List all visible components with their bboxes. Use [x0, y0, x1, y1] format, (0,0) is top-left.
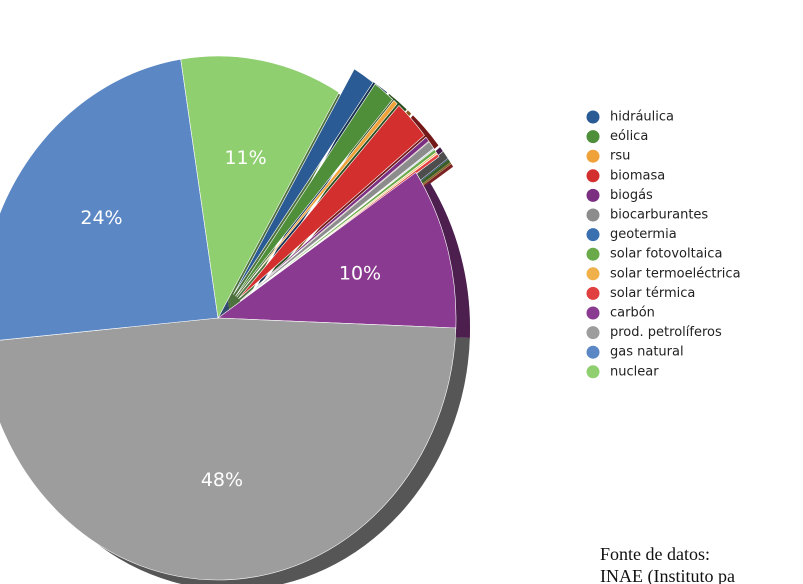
legend-marker — [586, 326, 600, 340]
legend-marker — [586, 149, 600, 163]
slice — [239, 136, 430, 301]
slice — [240, 141, 435, 302]
legend-marker — [586, 208, 600, 222]
legend-label: carbón — [610, 306, 655, 321]
legend-marker — [586, 169, 600, 183]
legend-label: rsu — [610, 149, 630, 164]
data-label: 24% — [80, 207, 122, 229]
slice — [236, 99, 398, 298]
data-label: 48% — [201, 469, 243, 491]
legend-marker — [586, 130, 600, 144]
legend-label: nuclear — [610, 364, 659, 379]
slice — [238, 104, 425, 300]
legend-label: prod. petrolíferos — [610, 325, 722, 340]
slice — [233, 68, 374, 295]
legend-label: biocarburantes — [610, 208, 708, 223]
legend-label: solar fotovoltaica — [610, 247, 722, 262]
legend-marker — [586, 247, 600, 261]
slice — [235, 83, 394, 297]
legend-marker — [586, 228, 600, 242]
legend-marker — [586, 286, 600, 300]
slice — [180, 55, 340, 319]
legend-marker — [586, 345, 600, 359]
legend: hidráulica eólica rsu biomasa biogás biocarbu… — [586, 110, 741, 379]
slice — [0, 317, 457, 581]
legend-marker — [586, 306, 600, 320]
legend-marker — [586, 188, 600, 202]
legend-marker — [586, 267, 600, 281]
footnote: INAE (Instituto pa — [600, 566, 735, 584]
legend-label: biogás — [610, 188, 653, 203]
legend-label: solar térmica — [610, 286, 695, 301]
legend-label: solar termoeléctrica — [610, 266, 741, 281]
legend-label: gas natural — [610, 345, 684, 360]
data-label: 11% — [224, 147, 266, 169]
data-label: 10% — [339, 262, 381, 284]
slice — [0, 58, 219, 341]
legend-marker — [586, 365, 600, 379]
legend-label: geotermia — [610, 227, 677, 242]
legend-label: eólica — [610, 129, 648, 144]
footnote: Fonte de datos: — [600, 544, 710, 564]
legend-marker — [586, 110, 600, 124]
legend-label: biomasa — [610, 168, 665, 183]
legend-label: hidráulica — [610, 110, 674, 125]
slice — [217, 171, 457, 329]
pie: 10% 48% 24% 11% — [0, 55, 470, 584]
